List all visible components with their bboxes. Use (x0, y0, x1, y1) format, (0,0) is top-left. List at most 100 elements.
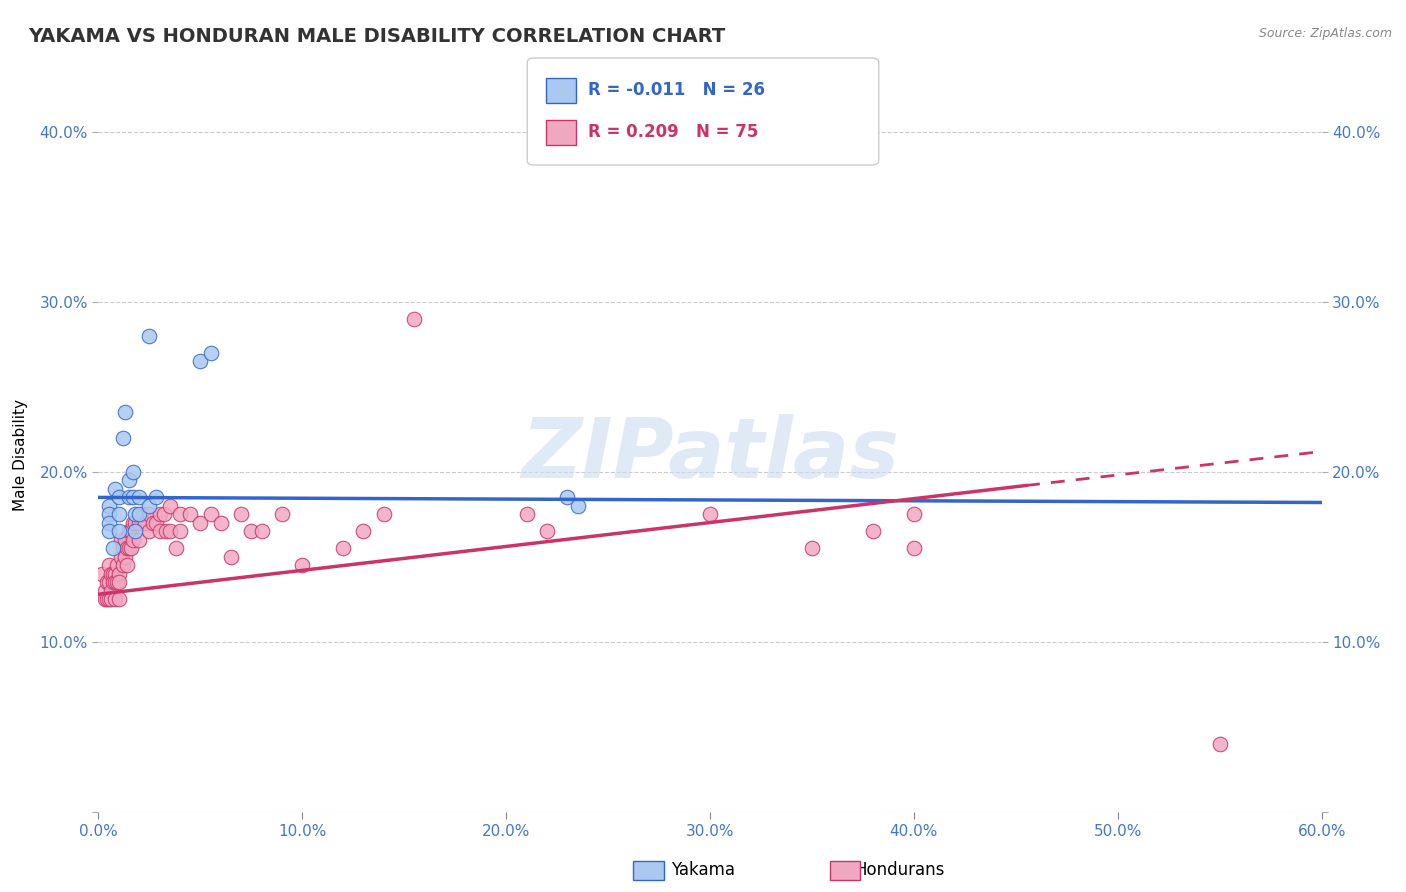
Point (250, 524, 273, 539)
Point (169, 524, 191, 539)
Point (138, 499, 160, 513)
Point (231, 508, 253, 522)
Point (115, 558, 138, 573)
Point (118, 541, 141, 556)
Point (97, 575, 120, 590)
Point (100, 566, 122, 581)
Point (142, 516, 165, 530)
Point (179, 508, 201, 522)
Point (108, 592, 131, 607)
Point (209, 516, 232, 530)
Point (188, 354, 212, 368)
Point (118, 524, 141, 539)
Point (188, 516, 212, 530)
Point (122, 465, 145, 479)
Point (516, 508, 538, 522)
Text: R = 0.209   N = 75: R = 0.209 N = 75 (588, 123, 758, 141)
Text: ZIPatlas: ZIPatlas (522, 415, 898, 495)
Point (97, 558, 120, 573)
Point (159, 524, 181, 539)
Text: YAKAMA VS HONDURAN MALE DISABILITY CORRELATION CHART: YAKAMA VS HONDURAN MALE DISABILITY CORRE… (28, 27, 725, 45)
Point (404, 312, 426, 326)
Point (903, 508, 925, 522)
Point (145, 491, 167, 505)
Point (101, 575, 124, 590)
Point (115, 541, 138, 556)
Point (104, 566, 127, 581)
Point (104, 482, 127, 496)
Point (97, 516, 120, 530)
Point (155, 524, 177, 539)
Point (97, 508, 120, 522)
Point (332, 541, 354, 556)
Point (557, 491, 579, 505)
Point (120, 524, 142, 539)
Point (97, 592, 120, 607)
Point (124, 516, 146, 530)
Point (124, 524, 146, 539)
Point (138, 508, 160, 522)
Point (124, 508, 146, 522)
Point (105, 575, 128, 590)
Point (120, 541, 142, 556)
Point (352, 524, 374, 539)
Point (101, 541, 124, 556)
Point (536, 524, 558, 539)
Point (373, 508, 395, 522)
Point (169, 508, 191, 522)
Text: R = -0.011   N = 26: R = -0.011 N = 26 (588, 81, 765, 99)
Point (104, 575, 127, 590)
Point (114, 405, 136, 419)
Point (122, 491, 145, 505)
Point (149, 508, 172, 522)
Point (134, 516, 156, 530)
Point (108, 508, 131, 522)
Point (128, 508, 150, 522)
Point (97, 499, 120, 513)
Point (903, 541, 925, 556)
Point (100, 583, 122, 598)
Point (108, 491, 131, 505)
Point (699, 508, 721, 522)
Point (108, 566, 131, 581)
Point (152, 508, 174, 522)
Y-axis label: Male Disability: Male Disability (14, 399, 28, 511)
Point (270, 508, 294, 522)
Point (219, 549, 242, 564)
Point (1209, 737, 1232, 751)
Point (801, 541, 824, 556)
Text: Source: ZipAtlas.com: Source: ZipAtlas.com (1258, 27, 1392, 40)
Point (862, 524, 884, 539)
Point (132, 508, 155, 522)
Point (96, 575, 118, 590)
Point (240, 524, 263, 539)
Point (111, 558, 134, 573)
Point (96, 592, 118, 607)
Point (100, 592, 122, 607)
Point (149, 524, 172, 539)
Text: Hondurans: Hondurans (855, 861, 945, 879)
Text: Yakama: Yakama (671, 861, 735, 879)
Point (114, 549, 136, 564)
Point (104, 592, 127, 607)
Point (291, 558, 314, 573)
Point (101, 566, 124, 581)
Point (111, 541, 134, 556)
Point (200, 346, 222, 360)
Point (97, 524, 120, 539)
Point (108, 575, 131, 590)
Point (108, 524, 131, 539)
Point (128, 491, 150, 505)
Point (118, 474, 141, 488)
Point (122, 533, 145, 547)
Point (91, 566, 114, 581)
Point (122, 516, 145, 530)
Point (105, 558, 128, 573)
Point (110, 533, 132, 547)
Point (110, 549, 132, 564)
Point (138, 329, 160, 343)
Point (567, 499, 589, 513)
Point (128, 533, 150, 547)
Point (200, 508, 222, 522)
Point (111, 431, 134, 445)
